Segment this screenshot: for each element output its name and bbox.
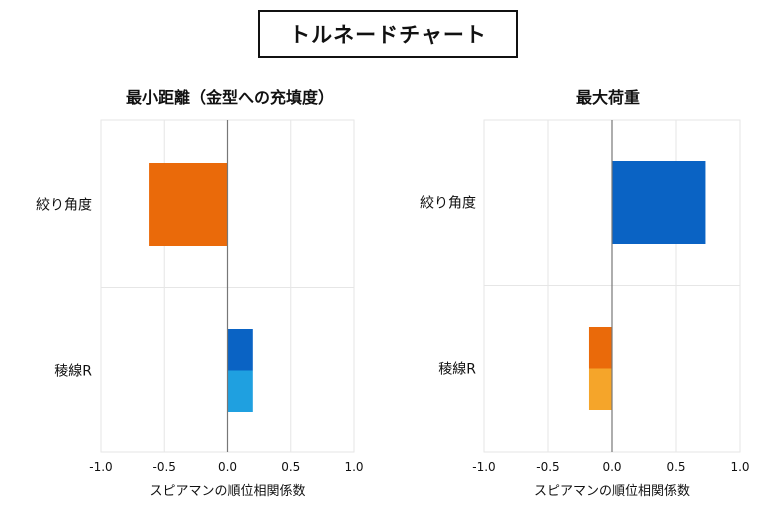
tick-label-1-4: 1.0: [730, 460, 749, 474]
tick-label-1-0: -1.0: [472, 460, 495, 474]
tick-label-1-1: -0.5: [536, 460, 559, 474]
category-label-1-0: 絞り角度: [420, 196, 476, 212]
tick-label-0-2: 0.0: [218, 460, 237, 474]
bar-0-1-1: [227, 370, 253, 412]
main-title: トルネードチャート: [258, 10, 518, 58]
x-axis-label-0: スピアマンの順位相関係数: [149, 484, 305, 499]
tick-label-1-2: 0.0: [602, 460, 621, 474]
tick-label-1-3: 0.5: [666, 460, 685, 474]
category-label-1-1: 稜線R: [438, 362, 476, 378]
bar-0-0-0: [149, 163, 228, 246]
tick-label-0-0: -1.0: [89, 460, 112, 474]
bar-1-0-0: [612, 161, 706, 244]
chart-title-1: 最大荷重: [576, 88, 640, 107]
category-label-0-0: 絞り角度: [36, 198, 92, 214]
bar-1-1-1: [588, 368, 612, 410]
category-label-0-1: 稜線R: [54, 364, 92, 380]
x-axis-label-1: スピアマンの順位相関係数: [534, 484, 690, 499]
tick-label-0-3: 0.5: [281, 460, 300, 474]
tick-label-0-1: -0.5: [153, 460, 176, 474]
bar-0-1-0: [227, 329, 253, 371]
tick-label-0-4: 1.0: [344, 460, 363, 474]
bar-1-1-0: [588, 327, 612, 369]
chart-title-0: 最小距離（金型への充填度）: [126, 88, 334, 107]
